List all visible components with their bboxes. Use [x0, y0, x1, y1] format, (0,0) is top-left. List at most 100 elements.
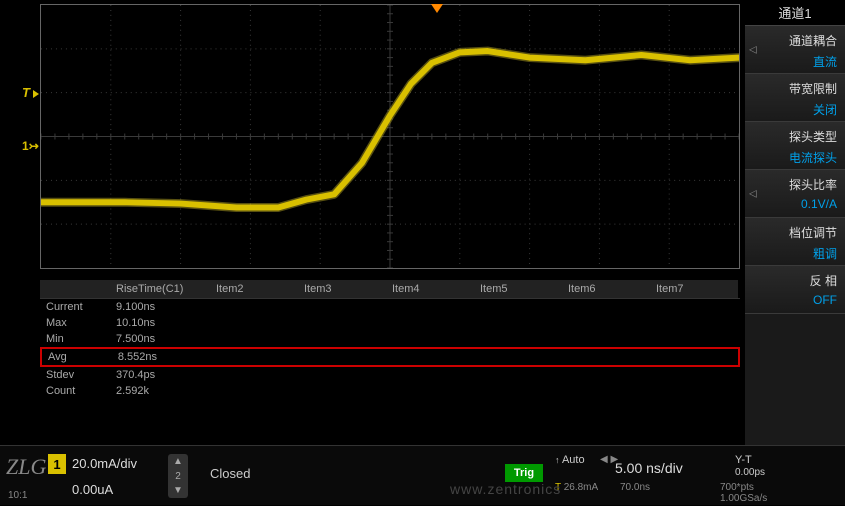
channel2-status[interactable]: Closed [210, 466, 250, 481]
stats-cell [474, 383, 562, 399]
step-down-icon[interactable]: ▼ [173, 485, 183, 496]
stats-row-label: Current [40, 299, 110, 315]
stats-cell [386, 299, 474, 315]
sidebar-item-value: 电流探头 [753, 149, 837, 166]
sidebar-item-title: 通道耦合 [753, 32, 837, 49]
stats-cell [298, 315, 386, 331]
stats-cell [474, 367, 562, 383]
stats-cell: 7.500ns [110, 331, 210, 347]
stats-cell [474, 331, 562, 347]
stats-cell [212, 349, 300, 365]
stats-cell [650, 315, 738, 331]
stats-row: Avg8.552ns [40, 347, 740, 367]
sidebar-item[interactable]: 反 相 OFF [745, 266, 845, 314]
waveform-trace [41, 5, 739, 268]
stats-cell: 9.100ns [110, 299, 210, 315]
stats-row-label: Min [40, 331, 110, 347]
stats-cell [210, 383, 298, 399]
stats-row: Max10.10ns [40, 315, 740, 331]
trigger-level-marker: T [22, 85, 30, 100]
stats-cell [210, 315, 298, 331]
stats-cell [474, 315, 562, 331]
sidebar-item[interactable]: 带宽限制关闭 [745, 74, 845, 122]
channel1-zero-marker: 1↣ [22, 139, 39, 153]
step-up-icon[interactable]: ▲ [173, 456, 183, 467]
stats-cell: 8.552ns [112, 349, 212, 365]
stats-row: Count2.592k [40, 383, 740, 399]
stats-cell: 10.10ns [110, 315, 210, 331]
stats-row-label: Count [40, 383, 110, 399]
measurements-table: RiseTime(C1)Item2Item3Item4Item5Item6Ite… [40, 280, 740, 399]
channel-badge[interactable]: 1 [48, 454, 66, 474]
stats-cell [562, 315, 650, 331]
stats-col-header: Item3 [298, 280, 386, 298]
stats-cell [650, 367, 738, 383]
chevron-left-icon: ◁ [749, 44, 757, 55]
trigger-status-badge[interactable]: Trig [505, 464, 543, 482]
stats-cell [562, 299, 650, 315]
stats-col-header: Item7 [650, 280, 738, 298]
sidebar-item-title: 带宽限制 [753, 80, 837, 97]
trigger-mode[interactable]: ↑ Auto [555, 454, 585, 466]
status-bar: ZLG 10:1 1 20.0mA/div 0.00uA ▲ 2 ▼ Close… [0, 445, 845, 505]
chevron-left-icon: ◁ [749, 188, 757, 199]
trigger-level-arrow-icon [33, 90, 39, 98]
sidebar-item[interactable]: ◁探头比率 0.1V/A [745, 170, 845, 218]
stats-cell [474, 299, 562, 315]
stats-row: Min7.500ns [40, 331, 740, 347]
vertical-offset[interactable]: 0.00uA [72, 482, 113, 497]
stats-col-header: Item2 [210, 280, 298, 298]
stats-cell [386, 331, 474, 347]
sidebar-item[interactable]: 探头类型电流探头 [745, 122, 845, 170]
sidebar-item[interactable]: ◁通道耦合直流 [745, 26, 845, 74]
stats-cell [650, 383, 738, 399]
stats-cell [650, 299, 738, 315]
brand-logo: ZLG [6, 454, 46, 480]
stats-cell [563, 349, 651, 365]
stats-cell [299, 349, 387, 365]
sidebar-item-value: 0.1V/A [753, 197, 837, 211]
stats-cell [210, 331, 298, 347]
stats-col-header: Item5 [474, 280, 562, 298]
vertical-scale[interactable]: 20.0mA/div [72, 456, 137, 471]
stats-row-label: Max [40, 315, 110, 331]
stats-cell [386, 315, 474, 331]
waveform-frame [40, 4, 740, 269]
stats-col-header: RiseTime(C1) [110, 280, 210, 298]
stats-cell [562, 331, 650, 347]
stats-corner [40, 280, 110, 298]
stats-cell: 2.592k [110, 383, 210, 399]
sidebar-item[interactable]: 档位调节粗调 [745, 218, 845, 266]
sidebar-header: 通道1 [745, 0, 845, 26]
stats-cell [650, 331, 738, 347]
stats-cell: 370.4ps [110, 367, 210, 383]
stats-cell [650, 349, 738, 365]
sidebar-item-value: 直流 [753, 53, 837, 70]
timebase-offset: 70.0ns [620, 482, 650, 493]
stats-row-label: Stdev [40, 367, 110, 383]
sidebar-item-title: 反 相 [753, 272, 837, 289]
record-length: 700*pts1.00GSa/s [720, 482, 767, 504]
watermark: www.zentronics [450, 481, 561, 497]
stats-cell [298, 331, 386, 347]
sidebar-item-title: 档位调节 [753, 224, 837, 241]
stats-cell [298, 367, 386, 383]
stats-cell [210, 367, 298, 383]
timebase-scale[interactable]: 5.00 ns/div [615, 460, 683, 476]
trigger-type: T 26.8mA [555, 482, 598, 493]
stats-cell [475, 349, 563, 365]
sidebar-item-title: 探头比率 [753, 176, 837, 193]
sidebar-item-title: 探头类型 [753, 128, 837, 145]
sidebar-item-value: OFF [753, 293, 837, 307]
sidebar-item-value: 粗调 [753, 245, 837, 262]
display-mode[interactable]: Y-T0.00ps [735, 454, 765, 478]
sidebar-item-value: 关闭 [753, 101, 837, 118]
stats-cell [210, 299, 298, 315]
stats-cell [387, 349, 475, 365]
stats-cell [562, 383, 650, 399]
scale-stepper[interactable]: ▲ 2 ▼ [168, 454, 188, 498]
stats-row: Stdev370.4ps [40, 367, 740, 383]
stats-row-label: Avg [42, 349, 112, 365]
channel-sidebar: 通道1 ◁通道耦合直流带宽限制关闭探头类型电流探头◁探头比率0.1V/A档位调节… [745, 0, 845, 445]
stats-cell [386, 367, 474, 383]
